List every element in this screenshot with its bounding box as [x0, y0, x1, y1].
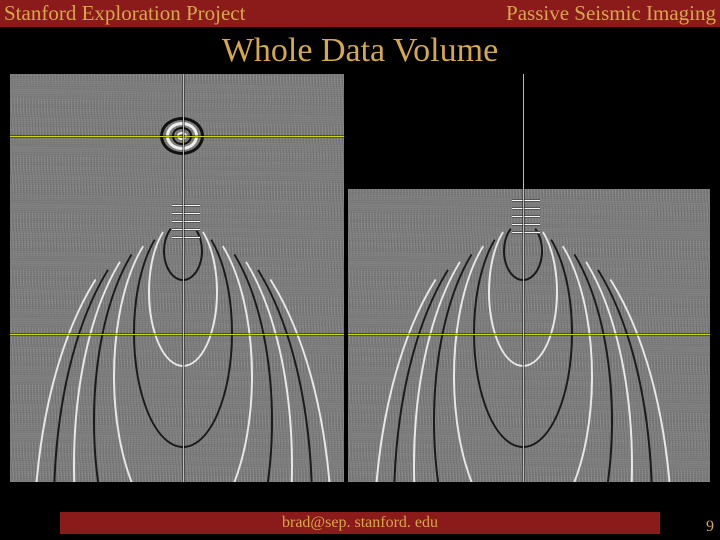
footer-email: brad@sep. stanford. edu	[282, 514, 438, 532]
crosshair-h-lower-left	[10, 334, 344, 335]
header-right-text: Passive Seismic Imaging	[506, 1, 716, 26]
header-bar: Stanford Exploration Project Passive Sei…	[0, 0, 720, 28]
apex-notch	[172, 228, 200, 231]
apex-notch	[172, 212, 200, 215]
crosshair-h-upper-left	[10, 136, 344, 137]
crosshair-v-right	[523, 74, 524, 482]
seismic-panel-left	[10, 74, 344, 482]
seismic-panel-right	[348, 74, 710, 482]
header-left-text: Stanford Exploration Project	[4, 1, 245, 26]
apex-notch	[172, 220, 200, 223]
apex-notch	[512, 215, 540, 218]
slide-title: Whole Data Volume	[0, 28, 720, 76]
apex-notch	[512, 207, 540, 210]
apex-notch	[512, 223, 540, 226]
crosshair-v-left	[183, 74, 184, 482]
crosshair-h-right	[348, 334, 710, 335]
figure-area	[10, 74, 710, 482]
apex-notch	[512, 231, 540, 234]
apex-notch	[172, 236, 200, 239]
black-band-right	[348, 74, 710, 189]
footer-bar: brad@sep. stanford. edu	[60, 512, 660, 534]
page-number: 9	[706, 518, 714, 536]
apex-notch	[172, 204, 200, 207]
apex-notch	[512, 199, 540, 202]
